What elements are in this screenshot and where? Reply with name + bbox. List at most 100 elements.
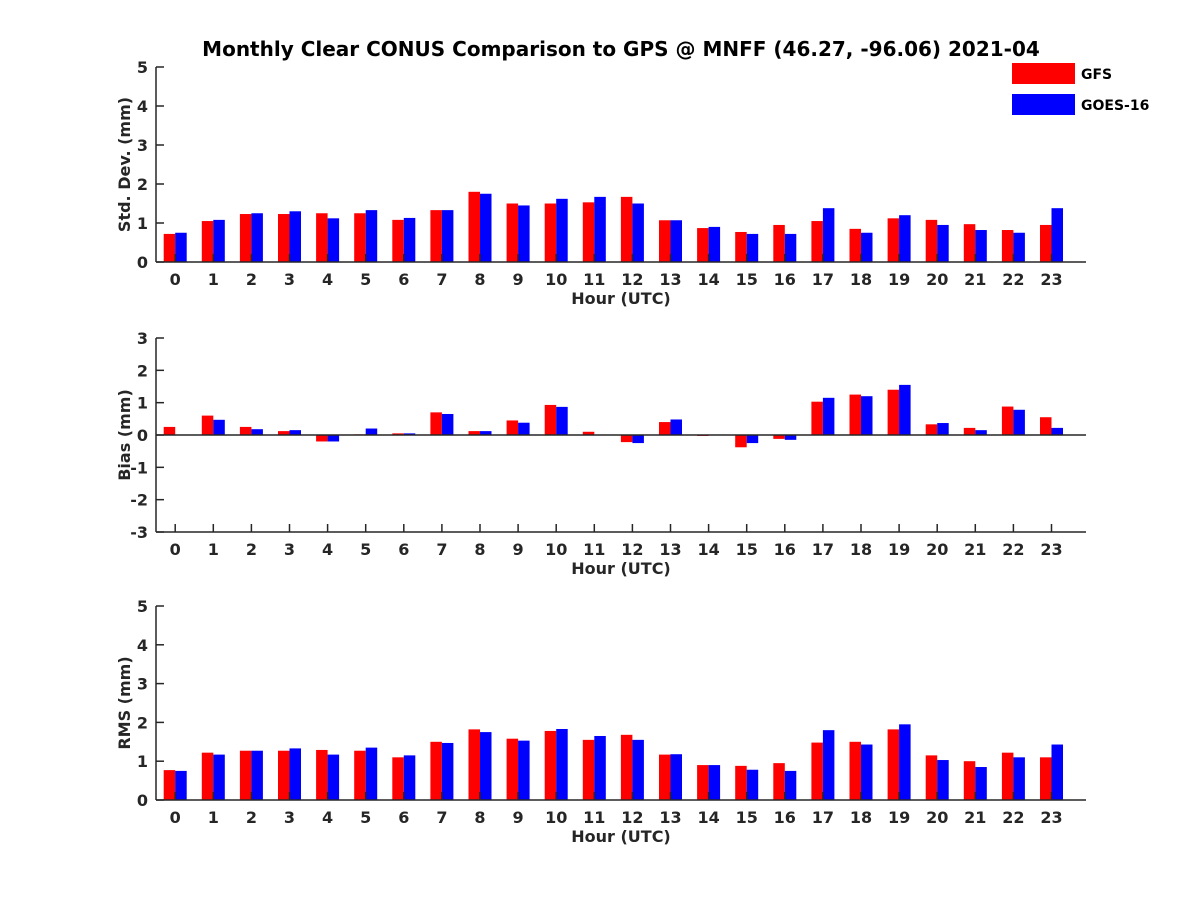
x-tick-label: 3 — [284, 270, 295, 289]
x-tick-label: 19 — [888, 808, 910, 827]
bar-gfs-hour-3 — [278, 214, 290, 262]
x-tick-label: 1 — [208, 270, 219, 289]
bar-goes-16-hour-5 — [365, 747, 378, 800]
x-tick-label: 9 — [513, 540, 524, 559]
x-tick-label: 2 — [246, 808, 257, 827]
bar-gfs-hour-12 — [620, 435, 633, 443]
x-tick-label: 13 — [659, 808, 681, 827]
bar-gfs-hour-3 — [278, 431, 290, 435]
x-tick-label: 8 — [474, 808, 485, 827]
x-tick-label: 14 — [697, 540, 719, 559]
x-tick-label: 8 — [474, 540, 485, 559]
x-tick-label: 17 — [812, 540, 834, 559]
y-axis-label: RMS (mm) — [115, 656, 134, 749]
bar-goes-16-hour-15 — [746, 435, 759, 444]
bar-goes-16-hour-3 — [289, 748, 301, 800]
bar-gfs-hour-8 — [468, 191, 480, 262]
y-axis-label: Bias (mm) — [115, 389, 134, 481]
series-goes-16 — [175, 384, 1063, 444]
legend-item-gfs: GFS — [1012, 63, 1112, 84]
bar-goes-16-hour-4 — [327, 754, 340, 800]
x-tick-label: 10 — [545, 540, 567, 559]
bar-goes-16-hour-18 — [861, 232, 873, 262]
bar-gfs-hour-22 — [1001, 406, 1014, 435]
bar-gfs-hour-13 — [659, 422, 671, 435]
bar-gfs-hour-23 — [1040, 417, 1052, 435]
y-tick-label: -1 — [130, 458, 148, 477]
x-tick-label: 5 — [360, 540, 371, 559]
y-tick-label: 4 — [137, 636, 148, 655]
bar-gfs-hour-9 — [506, 738, 519, 800]
bar-goes-16-hour-20 — [937, 760, 949, 800]
bar-goes-16-hour-13 — [670, 220, 682, 262]
bar-gfs-hour-13 — [659, 220, 671, 262]
bar-goes-16-hour-2 — [251, 750, 263, 800]
bar-goes-16-hour-18 — [861, 744, 873, 800]
x-tick-label: 1 — [208, 540, 219, 559]
x-tick-label: 7 — [436, 270, 447, 289]
bar-goes-16-hour-10 — [556, 406, 568, 435]
y-tick-label: 1 — [137, 394, 148, 413]
y-tick-label: 1 — [137, 214, 148, 233]
x-tick-label: 23 — [1040, 270, 1062, 289]
bar-gfs-hour-16 — [773, 763, 785, 800]
bar-goes-16-hour-3 — [289, 430, 301, 435]
bar-gfs-hour-15 — [735, 435, 747, 448]
x-tick-label: 4 — [322, 540, 333, 559]
x-tick-label: 6 — [398, 540, 409, 559]
bar-goes-16-hour-23 — [1051, 744, 1063, 800]
bar-gfs-hour-19 — [887, 389, 900, 435]
bar-gfs-hour-4 — [316, 749, 328, 800]
bar-goes-16-hour-6 — [403, 755, 416, 800]
bar-gfs-hour-0 — [163, 770, 176, 800]
bar-gfs-hour-1 — [201, 221, 214, 262]
y-tick-label: 3 — [137, 136, 148, 155]
x-tick-label: 20 — [926, 808, 948, 827]
chart-title: Monthly Clear CONUS Comparison to GPS @ … — [202, 37, 1040, 61]
bar-gfs-hour-14 — [697, 228, 709, 262]
bar-goes-16-hour-1 — [213, 419, 225, 435]
x-tick-label: 11 — [583, 808, 605, 827]
x-tick-label: 0 — [170, 540, 181, 559]
bar-goes-16-hour-17 — [822, 208, 835, 262]
bar-gfs-hour-6 — [392, 433, 404, 435]
x-tick-label: 2 — [246, 540, 257, 559]
series-goes-16 — [175, 724, 1063, 800]
x-tick-label: 9 — [513, 270, 524, 289]
y-tick-label: 2 — [137, 175, 148, 194]
bar-goes-16-hour-6 — [403, 433, 416, 435]
x-axis-label: Hour (UTC) — [571, 559, 671, 578]
bar-gfs-hour-11 — [582, 739, 595, 800]
bar-gfs-hour-12 — [620, 196, 633, 262]
y-tick-label: 3 — [137, 329, 148, 348]
bar-gfs-hour-14 — [697, 765, 709, 800]
bar-goes-16-hour-9 — [518, 205, 530, 262]
bar-goes-16-hour-8 — [480, 431, 492, 435]
bar-gfs-hour-6 — [392, 757, 404, 800]
x-tick-label: 19 — [888, 540, 910, 559]
bar-gfs-hour-10 — [544, 404, 557, 435]
bar-goes-16-hour-16 — [784, 435, 797, 440]
bar-gfs-hour-0 — [163, 233, 176, 262]
bar-goes-16-hour-22 — [1013, 232, 1025, 262]
y-tick-label: 1 — [137, 752, 148, 771]
bar-goes-16-hour-21 — [975, 767, 987, 800]
x-tick-label: 14 — [697, 808, 719, 827]
x-tick-label: 8 — [474, 270, 485, 289]
bar-gfs-hour-22 — [1001, 230, 1014, 262]
x-tick-label: 6 — [398, 808, 409, 827]
x-tick-label: 11 — [583, 270, 605, 289]
x-tick-label: 16 — [774, 270, 796, 289]
bar-goes-16-hour-22 — [1013, 757, 1025, 800]
bar-goes-16-hour-9 — [518, 740, 530, 800]
bar-goes-16-hour-22 — [1013, 409, 1025, 435]
bar-gfs-hour-16 — [773, 435, 785, 439]
bar-gfs-hour-4 — [316, 435, 328, 442]
y-axis-label: Std. Dev. (mm) — [115, 97, 134, 232]
series-gfs — [163, 729, 1052, 800]
x-tick-label: 12 — [621, 808, 643, 827]
y-tick-label: -3 — [130, 523, 148, 542]
bar-gfs-hour-18 — [849, 228, 861, 262]
bar-gfs-hour-11 — [582, 202, 595, 262]
x-tick-label: 23 — [1040, 540, 1062, 559]
